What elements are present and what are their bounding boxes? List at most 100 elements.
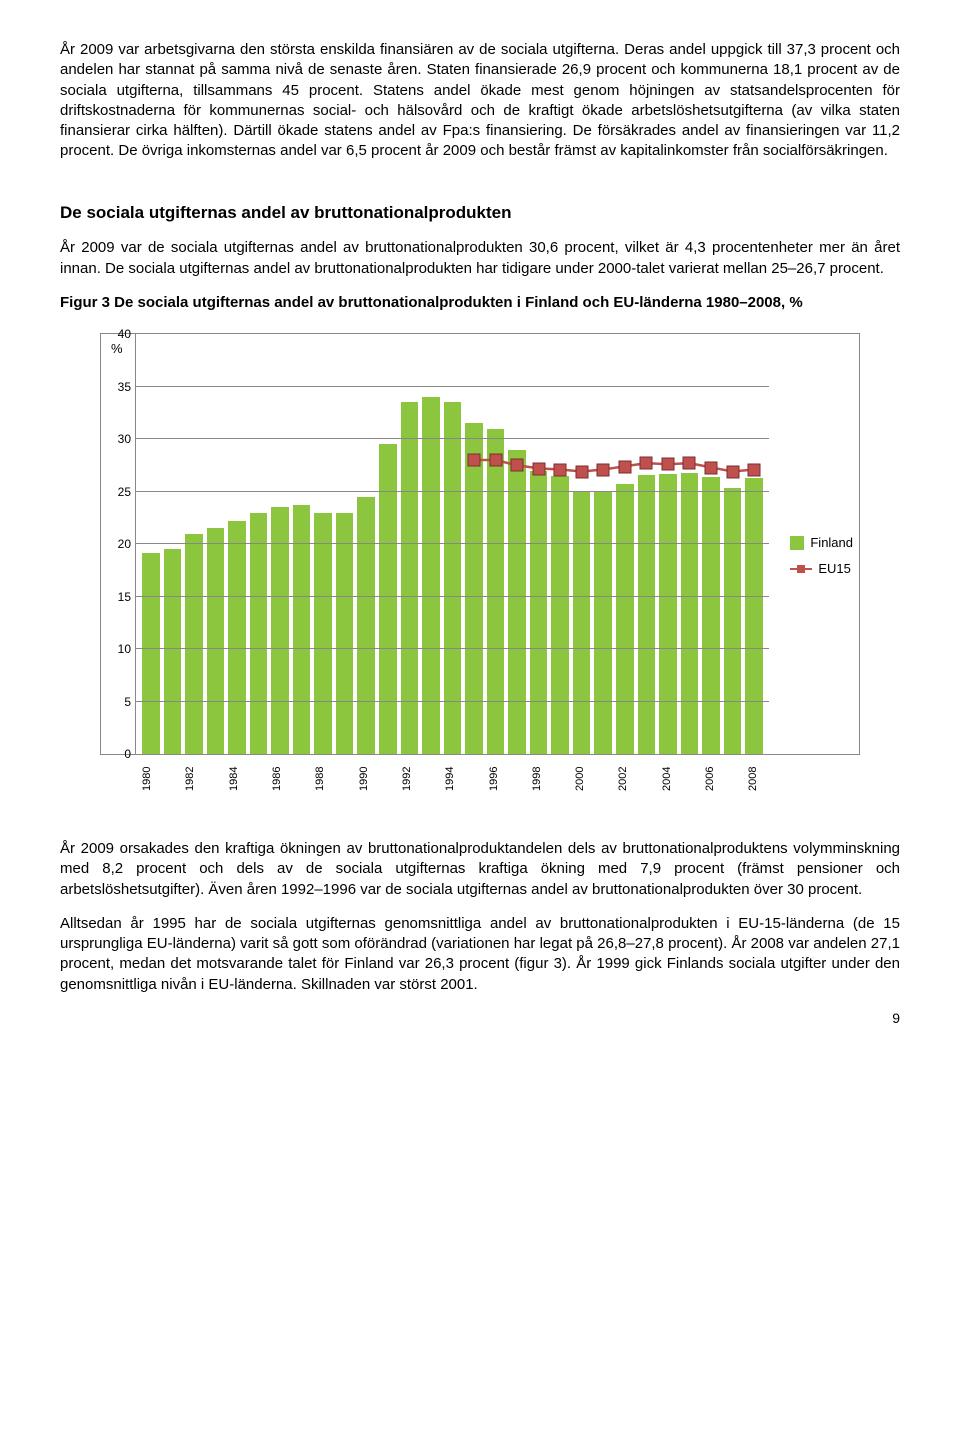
bar-column: [379, 334, 397, 754]
x-tick-label: 1996: [487, 759, 505, 799]
x-tick-label: 2004: [660, 759, 678, 799]
eu-marker: [467, 454, 480, 467]
gridline: [136, 543, 769, 544]
x-tick-label: [205, 759, 223, 799]
x-tick-label: 2002: [616, 759, 634, 799]
bar-column: [487, 334, 505, 754]
finland-bar: [508, 450, 526, 755]
bar-column: [336, 334, 354, 754]
x-tick-label: [335, 759, 353, 799]
swatch-eu: [790, 568, 812, 570]
bar-column: [594, 334, 612, 754]
x-tick-label: [162, 759, 180, 799]
x-tick-label: [422, 759, 440, 799]
gridline: [136, 386, 769, 387]
finland-bar: [336, 513, 354, 755]
finland-bar: [638, 475, 656, 754]
chart-container: % 0510152025303540 Finland EU15 19801982…: [100, 333, 860, 799]
x-tick-label: 1980: [140, 759, 158, 799]
bar-column: [142, 334, 160, 754]
x-tick-label: 2008: [746, 759, 764, 799]
x-tick-label: 1988: [313, 759, 331, 799]
bars-group: [136, 334, 769, 754]
bar-column: [702, 334, 720, 754]
eu-marker: [683, 457, 696, 470]
y-tick: 20: [118, 536, 131, 552]
eu-marker: [748, 463, 761, 476]
finland-bar: [207, 528, 225, 754]
y-axis: 0510152025303540: [101, 334, 136, 754]
eu-marker: [575, 465, 588, 478]
paragraph-3: År 2009 orsakades den kraftiga ökningen …: [60, 839, 900, 900]
legend: Finland EU15: [790, 534, 853, 585]
bar-column: [401, 334, 419, 754]
x-tick-label: 1998: [530, 759, 548, 799]
x-tick-label: 1986: [270, 759, 288, 799]
legend-eu-label: EU15: [818, 560, 851, 578]
x-tick-label: [638, 759, 656, 799]
finland-bar: [164, 549, 182, 754]
figure-title: Figur 3 De sociala utgifternas andel av …: [60, 293, 900, 313]
legend-eu: EU15: [790, 560, 853, 578]
y-tick: 30: [118, 431, 131, 447]
gridline: [136, 438, 769, 439]
x-tick-label: [248, 759, 266, 799]
gridline: [136, 701, 769, 702]
x-tick-label: [292, 759, 310, 799]
finland-bar: [314, 513, 332, 755]
bar-column: [185, 334, 203, 754]
bar-column: [551, 334, 569, 754]
finland-bar: [745, 478, 763, 754]
bar-column: [207, 334, 225, 754]
paragraph-1: År 2009 var arbetsgivarna den största en…: [60, 40, 900, 162]
y-tick: 0: [124, 746, 131, 762]
finland-bar: [573, 491, 591, 755]
finland-bar: [487, 429, 505, 755]
finland-bar: [271, 507, 289, 754]
x-tick-label: 1984: [227, 759, 245, 799]
bar-column: [530, 334, 548, 754]
eu-marker: [661, 458, 674, 471]
eu-marker: [704, 461, 717, 474]
x-axis-labels: 1980 1982 1984 1986 1988 1990 1992 1994 1996 1998…: [134, 759, 770, 799]
x-tick-label: 1990: [357, 759, 375, 799]
chart: % 0510152025303540 Finland EU15: [100, 333, 860, 755]
finland-bar: [142, 553, 160, 755]
x-tick-label: 2006: [703, 759, 721, 799]
legend-finland: Finland: [790, 534, 853, 552]
bar-column: [616, 334, 634, 754]
x-tick-label: 1982: [183, 759, 201, 799]
legend-finland-label: Finland: [810, 534, 853, 552]
x-tick-label: [378, 759, 396, 799]
bar-column: [465, 334, 483, 754]
bar-column: [250, 334, 268, 754]
bar-column: [357, 334, 375, 754]
bar-column: [293, 334, 311, 754]
x-tick-label: [725, 759, 743, 799]
finland-bar: [530, 471, 548, 755]
bar-column: [508, 334, 526, 754]
x-tick-label: 1994: [443, 759, 461, 799]
x-tick-label: 1992: [400, 759, 418, 799]
finland-bar: [724, 488, 742, 755]
swatch-finland: [790, 536, 804, 550]
bar-column: [422, 334, 440, 754]
finland-bar: [659, 474, 677, 754]
y-tick: 5: [124, 694, 131, 710]
x-tick-label: [681, 759, 699, 799]
gridline: [136, 491, 769, 492]
bar-column: [314, 334, 332, 754]
eu-marker: [489, 454, 502, 467]
bar-column: [659, 334, 677, 754]
eu-marker: [640, 457, 653, 470]
finland-bar: [228, 521, 246, 754]
eu-marker: [511, 459, 524, 472]
plot-area: [136, 334, 769, 754]
bar-column: [681, 334, 699, 754]
finland-bar: [357, 497, 375, 754]
gridline: [136, 648, 769, 649]
paragraph-4: Alltsedan år 1995 har de sociala utgifte…: [60, 914, 900, 995]
bar-column: [573, 334, 591, 754]
finland-bar: [594, 492, 612, 755]
eu-marker: [726, 465, 739, 478]
